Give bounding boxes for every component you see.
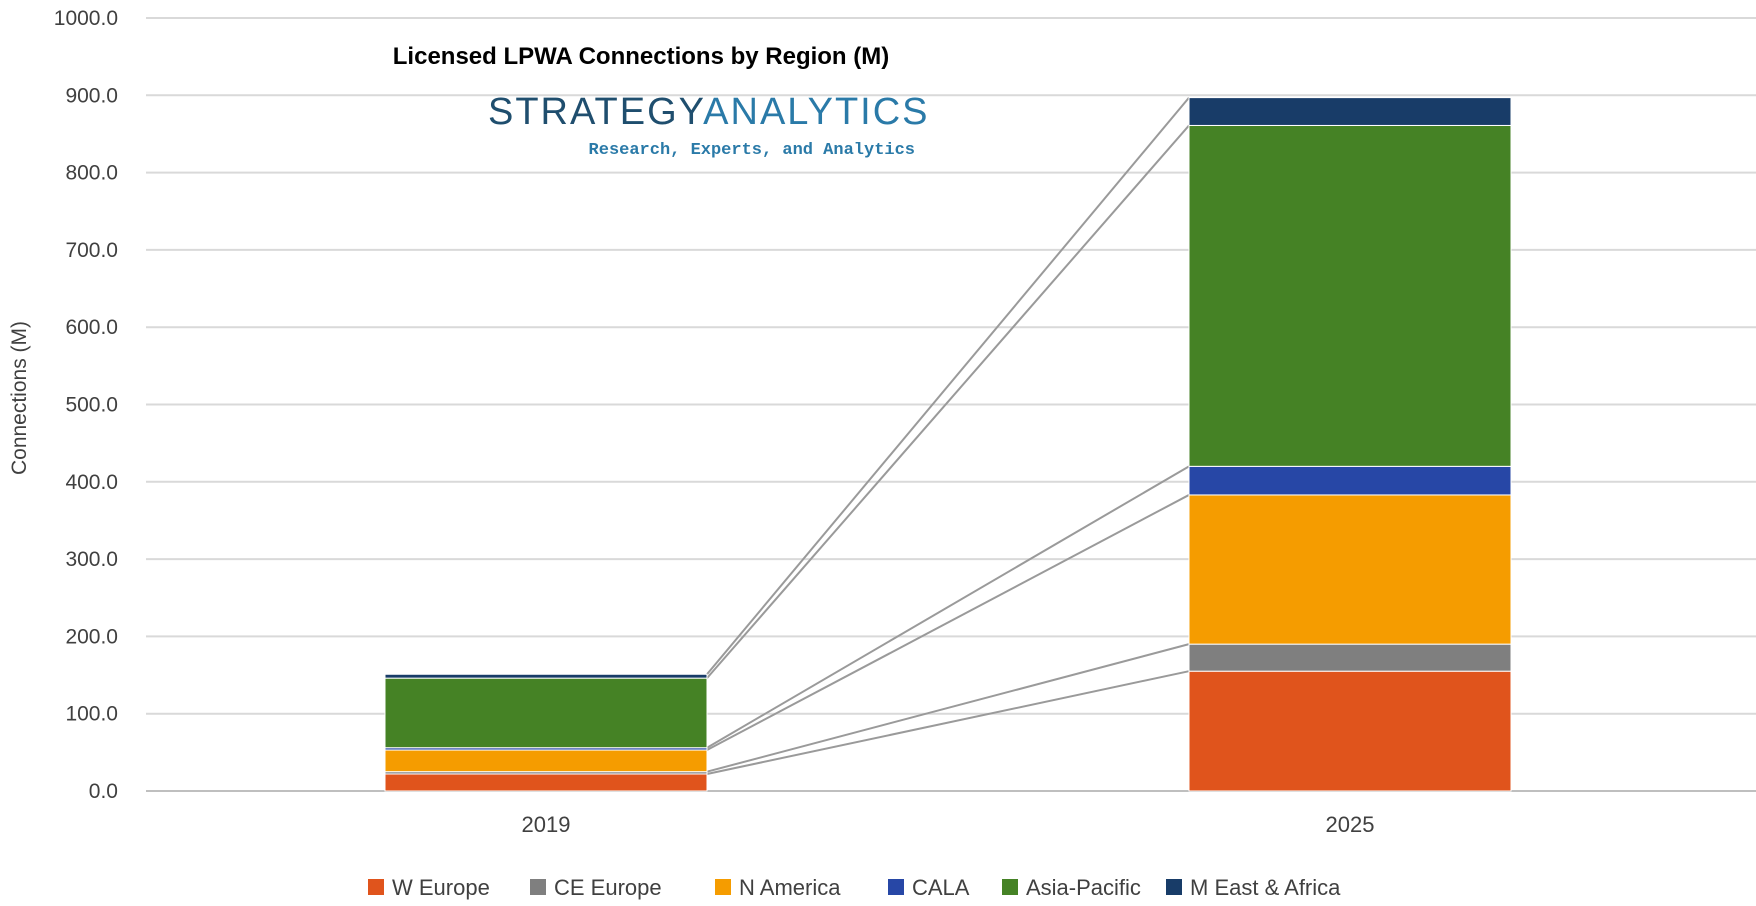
legend-label: N America [739,875,841,900]
logo-wordmark-strategy: STRATEGY [488,91,704,133]
y-tick-label: 300.0 [65,548,118,571]
bar-segment-2025-asia-pacific [1188,124,1512,467]
bars [384,97,1512,792]
x-category-label: 2025 [1326,812,1375,837]
chart-title: Licensed LPWA Connections by Region (M) [393,43,889,70]
legend-swatch [1166,879,1182,895]
y-axis-title: Connections (M) [8,321,31,475]
legend-label: CE Europe [554,875,662,900]
connector-line-ce-europe [706,643,1190,773]
x-axis-categories: 2019 2025 [522,812,1375,837]
legend-swatch [715,879,731,895]
logo-tagline: Research, Experts, and Analytics [589,141,915,160]
connector-line-m-east-africa [706,96,1190,675]
y-tick-label: 900.0 [65,84,118,107]
connector-line-asia-pacific [706,124,1190,679]
y-tick-label: 1000.0 [54,7,118,30]
logo-wordmark-analytics: ANALYTICS [703,91,929,133]
bar-segment-2019-asia-pacific [384,677,708,749]
connector-line-cala [706,465,1190,749]
legend-swatch [888,879,904,895]
bar-segment-2025-ce-europe [1188,643,1512,672]
bar-segment-2025-m-east-africa [1188,97,1512,126]
y-tick-label: 0.0 [89,780,118,803]
bar-segment-2025-n-america [1188,494,1512,645]
y-tick-label: 500.0 [65,394,118,417]
bar-segment-2019-n-america [384,749,708,773]
y-tick-label: 700.0 [65,239,118,262]
bar-segment-2025-w-europe [1188,670,1512,792]
legend-swatch [530,879,546,895]
x-category-label: 2019 [522,812,571,837]
bar-segment-2025-cala [1188,465,1512,496]
legend-label: Asia-Pacific [1026,875,1141,900]
bar-segment-2019-m-east-africa [384,673,708,679]
connector-line-n-america [706,494,1190,751]
legend: W Europe CE Europe N America CALA Asia-Pacif… [368,875,1341,900]
connector-line-w-europe [706,670,1190,775]
bar-segment-2019-w-europe [384,773,708,792]
y-tick-label: 400.0 [65,471,118,494]
legend-swatch [1002,879,1018,895]
legend-swatch [368,879,384,895]
connector-lines [706,96,1190,775]
strategy-analytics-logo: STRATEGYANALYTICS Research, Experts, and… [488,91,930,160]
logo-wordmark: STRATEGYANALYTICS [488,91,930,133]
legend-label: M East & Africa [1190,875,1341,900]
y-tick-label: 800.0 [65,162,118,185]
y-tick-label: 600.0 [65,316,118,339]
y-axis-ticks: 0.0 100.0 200.0 300.0 400.0 500.0 600.0 700.0 80… [54,7,118,803]
y-tick-label: 200.0 [65,625,118,648]
y-tick-label: 100.0 [65,703,118,726]
legend-label: CALA [912,875,970,900]
legend-label: W Europe [392,875,490,900]
